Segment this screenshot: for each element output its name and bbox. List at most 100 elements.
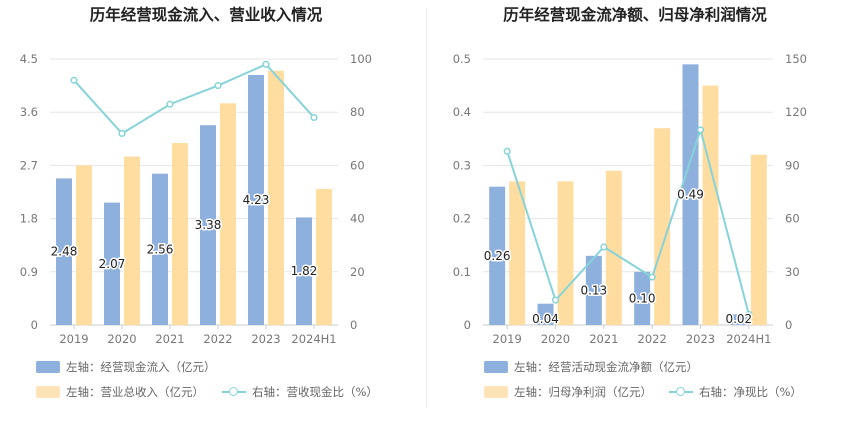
bar-value-label: 0.13 [580,283,607,297]
bar-value-label: 0.04 [532,312,559,326]
bar-net-profit [702,85,719,325]
bar-net-cashflow [730,314,747,325]
bar-net-profit [509,181,526,325]
x-tick-label: 2021 [155,332,184,346]
y-left-tick-label: 0 [31,318,38,332]
legend-label: 右轴：营收现金比（%） [252,385,378,399]
legend-label: 左轴：归母净利润（亿元） [514,385,652,399]
bar-cash-inflow [200,125,216,326]
bar-revenue [124,156,140,325]
y-right-tick-label: 150 [785,52,807,66]
x-tick-label: 2020 [107,332,136,346]
line-point [648,273,656,281]
bar-cash-inflow [152,173,168,325]
line-point [214,82,222,90]
y-left-tick-label: 0.3 [453,158,471,172]
line-point [600,243,608,251]
y-left-tick-label: 0.5 [453,52,471,66]
x-tick-label: 2021 [589,332,618,346]
bar-revenue [76,165,92,325]
y-left-tick-label: 0.9 [20,265,38,279]
line-point [551,296,560,304]
x-tick-label: 2024H1 [726,332,771,346]
y-right-tick-label: 0 [785,318,792,332]
y-right-tick-label: 20 [350,265,365,279]
bar-cash-inflow [56,178,72,325]
bar-value-label: 0.49 [677,188,704,202]
bar-value-label: 1.82 [291,264,318,278]
y-left-tick-label: 4.5 [20,52,38,66]
y-left-tick-label: 0.4 [453,105,471,119]
y-right-tick-label: 60 [350,158,365,172]
line-point [166,100,174,108]
chart-title: 历年经营现金流净额、归母净利润情况 [503,5,767,24]
line-point [696,126,705,134]
bar-revenue [316,189,332,325]
bar-value-label: 2.48 [51,245,78,259]
y-left-tick-label: 2.7 [20,158,38,172]
y-left-tick-label: 0 [464,318,471,332]
legend-label: 左轴：经营活动现金流净额（亿元） [514,360,698,374]
legend-item-revenue[interactable]: 左轴：营业总收入（亿元） [36,384,204,400]
chart-title: 历年经营现金流入、营业收入情况 [90,5,323,24]
x-tick-label: 2019 [493,332,522,346]
legend-item-revenue-cash-ratio[interactable]: 右轴：营收现金比（%） [222,384,378,400]
bar-net-profit [557,181,574,325]
legend-swatch [36,361,60,373]
legend-item-net-cashflow[interactable]: 左轴：经营活动现金流净额（亿元） [484,359,698,375]
bar-revenue [220,103,236,325]
line-point [745,310,753,318]
panel-divider [426,8,427,408]
bar-value-label: 4.23 [243,193,270,207]
bar-value-label: 0.10 [629,291,656,305]
x-tick-label: 2023 [686,332,715,346]
legend-swatch [484,386,508,398]
bar-net-profit [654,128,671,325]
bar-net-cashflow [537,303,554,325]
line-point [70,76,78,84]
bar-net-cashflow [682,64,699,325]
y-right-tick-label: 120 [785,105,807,119]
bar-value-label: 2.07 [99,257,126,271]
line-net-cash-ratio [506,126,750,315]
bar-cash-inflow [296,217,312,325]
y-right-tick-label: 100 [350,52,372,66]
bar-value-label: 0.26 [484,249,511,263]
y-right-tick-label: 60 [785,212,800,226]
legend-swatch [484,361,508,373]
legend-item-cash-inflow[interactable]: 左轴：经营现金流入（亿元） [36,359,216,375]
bar-revenue [172,142,188,325]
bar-revenue [268,70,284,325]
cash-inflow-revenue-chart: 历年经营现金流入、营业收入情况 0 0.9 1.8 2.7 3.6 4.5 0 20 40 60 80… [20,5,372,346]
y-left-tick-label: 1.8 [20,212,38,226]
legend-label: 左轴：经营现金流入（亿元） [66,360,216,374]
legend-line-swatch [222,386,246,398]
legend-label: 左轴：营业总收入（亿元） [66,385,204,399]
y-left-tick-label: 0.2 [453,212,471,226]
bar-net-profit [605,170,622,325]
line-revenue-cash-ratio [73,63,315,135]
y-left-tick-label: 3.6 [20,105,38,119]
bar-net-profit [750,154,767,325]
y-right-tick-label: 40 [350,212,365,226]
legend-item-net-cash-ratio[interactable]: 右轴：净现比（%） [669,384,802,400]
line-point [310,113,318,122]
x-tick-label: 2022 [203,332,232,346]
x-tick-label: 2024H1 [291,332,336,346]
x-tick-label: 2019 [59,332,88,346]
x-tick-label: 2020 [541,332,570,346]
legend-line-swatch [669,386,693,398]
legend-swatch [36,386,60,398]
y-right-tick-label: 80 [350,105,365,119]
bar-net-cashflow [634,271,651,325]
y-left-tick-label: 0.1 [453,265,471,279]
x-tick-label: 2023 [251,332,280,346]
x-tick-label: 2022 [638,332,667,346]
y-right-tick-label: 0 [350,318,357,332]
bar-value-label: 0.02 [725,312,752,326]
y-right-tick-label: 30 [785,265,800,279]
line-point [262,60,270,68]
y-right-tick-label: 90 [785,158,800,172]
legend-label: 右轴：净现比（%） [699,385,802,399]
legend-item-net-profit[interactable]: 左轴：归母净利润（亿元） [484,384,652,400]
